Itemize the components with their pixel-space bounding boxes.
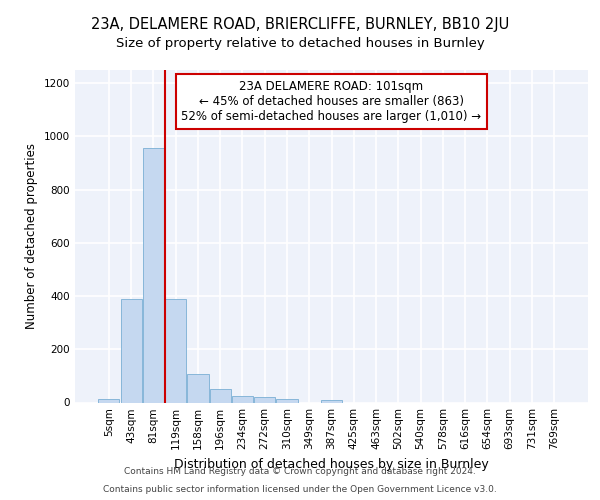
Bar (143, 148, 164, 402)
Bar (121, 299, 142, 403)
Bar (187, 374, 209, 402)
Y-axis label: Number of detached properties: Number of detached properties (25, 143, 38, 329)
Text: Size of property relative to detached houses in Burnley: Size of property relative to detached ho… (116, 38, 484, 51)
Text: 23A, DELAMERE ROAD, BRIERCLIFFE, BURNLEY, BB10 2JU: 23A, DELAMERE ROAD, BRIERCLIFFE, BURNLEY… (91, 18, 509, 32)
Bar (277, 399, 298, 402)
Bar (98, 398, 119, 402)
Bar (165, 299, 186, 403)
Bar (209, 389, 231, 402)
Bar (254, 397, 275, 402)
Text: Contains HM Land Registry data © Crown copyright and database right 2024.: Contains HM Land Registry data © Crown c… (124, 467, 476, 476)
Bar (321, 400, 342, 402)
Bar (232, 396, 253, 402)
X-axis label: Distribution of detached houses by size in Burnley: Distribution of detached houses by size … (174, 458, 489, 471)
Text: 23A DELAMERE ROAD: 101sqm
← 45% of detached houses are smaller (863)
52% of semi: 23A DELAMERE ROAD: 101sqm ← 45% of detac… (181, 80, 482, 123)
Text: Contains public sector information licensed under the Open Government Licence v3: Contains public sector information licen… (103, 485, 497, 494)
